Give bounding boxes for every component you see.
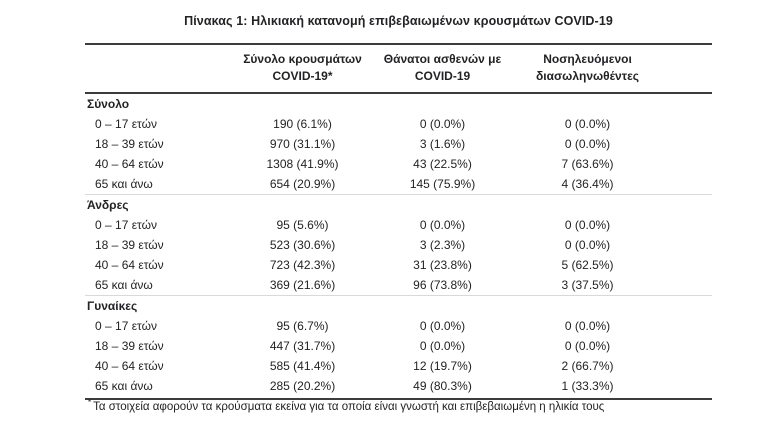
cell-age-group: 0 – 17 ετών xyxy=(95,218,157,232)
table-row: 18 – 39 ετών 447 (31.7%) 0 (0.0%) 0 (0.0… xyxy=(85,336,712,356)
cell-cases: 970 (31.1%) xyxy=(269,137,336,151)
column-header-intubated-line2: διασωληνωθέντες xyxy=(535,69,639,83)
cell-age-group: 18 – 39 ετών xyxy=(95,238,164,252)
cell-intubated: 5 (62.5%) xyxy=(561,258,614,272)
cell-intubated: 4 (36.4%) xyxy=(561,177,614,191)
cell-age-group: 65 και άνω xyxy=(95,379,153,393)
cell-intubated: 3 (37.5%) xyxy=(561,278,614,292)
cell-age-group: 18 – 39 ετών xyxy=(95,339,164,353)
cell-age-group: 65 και άνω xyxy=(95,177,153,191)
section-men: Άνδρες 0 – 17 ετών 95 (5.6%) 0 (0.0%) 0 … xyxy=(85,194,712,295)
cell-intubated: 7 (63.6%) xyxy=(561,157,614,171)
table-row: 0 – 17 ετών 190 (6.1%) 0 (0.0%) 0 (0.0%) xyxy=(85,114,712,134)
table-header-row: Σύνολο κρουσμάτων COVID-19* Θάνατοι ασθε… xyxy=(85,45,712,94)
cell-cases: 95 (6.7%) xyxy=(276,319,329,333)
cell-intubated: 0 (0.0%) xyxy=(564,339,611,353)
cell-deaths: 31 (23.8%) xyxy=(413,258,472,272)
table-row: 40 – 64 ετών 1308 (41.9%) 43 (22.5%) 7 (… xyxy=(85,154,712,174)
table-row: 40 – 64 ετών 723 (42.3%) 31 (23.8%) 5 (6… xyxy=(85,255,712,275)
cell-intubated: 0 (0.0%) xyxy=(564,218,611,232)
cell-cases: 285 (20.2%) xyxy=(269,379,336,393)
cell-intubated: 0 (0.0%) xyxy=(564,238,611,252)
cell-deaths: 43 (22.5%) xyxy=(413,157,472,171)
table-title: Πίνακας 1: Ηλικιακή κατανομή επιβεβαιωμέ… xyxy=(184,14,613,28)
table-row: 18 – 39 ετών 523 (30.6%) 3 (2.3%) 0 (0.0… xyxy=(85,235,712,255)
cell-deaths: 0 (0.0%) xyxy=(419,339,466,353)
cell-cases: 95 (5.6%) xyxy=(276,218,329,232)
footnote-asterisk: * xyxy=(88,398,92,407)
column-header-deaths-line1: Θάνατοι ασθενών με xyxy=(383,52,502,66)
cell-deaths: 3 (1.6%) xyxy=(419,137,466,151)
section-total: Σύνολο 0 – 17 ετών 190 (6.1%) 0 (0.0%) 0… xyxy=(85,94,712,194)
table-row: 65 και άνω 369 (21.6%) 96 (73.8%) 3 (37.… xyxy=(85,275,712,295)
table-row: 65 και άνω 285 (20.2%) 49 (80.3%) 1 (33.… xyxy=(85,376,712,396)
cell-age-group: 65 και άνω xyxy=(95,278,153,292)
cell-age-group: 0 – 17 ετών xyxy=(95,319,157,333)
section-women: Γυναίκες 0 – 17 ετών 95 (6.7%) 0 (0.0%) … xyxy=(85,295,712,396)
cell-cases: 654 (20.9%) xyxy=(269,177,336,191)
section-label: Σύνολο xyxy=(87,97,130,111)
footnote-text: Τα στοιχεία αφορούν τα κρούσματα εκείνα … xyxy=(93,400,605,413)
cell-deaths: 3 (2.3%) xyxy=(419,238,466,252)
cell-intubated: 1 (33.3%) xyxy=(561,379,614,393)
cell-intubated: 0 (0.0%) xyxy=(564,137,611,151)
cell-deaths: 49 (80.3%) xyxy=(413,379,472,393)
table-row: 0 – 17 ετών 95 (5.6%) 0 (0.0%) 0 (0.0%) xyxy=(85,215,712,235)
section-label: Γυναίκες xyxy=(87,299,138,313)
cell-deaths: 96 (73.8%) xyxy=(413,278,472,292)
cell-cases: 369 (21.6%) xyxy=(269,278,336,292)
cell-intubated: 0 (0.0%) xyxy=(564,319,611,333)
column-header-deaths-line2: COVID-19 xyxy=(414,69,471,83)
cell-deaths: 0 (0.0%) xyxy=(419,319,466,333)
cell-intubated: 0 (0.0%) xyxy=(564,117,611,131)
column-header-deaths: Θάνατοι ασθενών με COVID-19 xyxy=(370,51,515,85)
cell-deaths: 0 (0.0%) xyxy=(419,117,466,131)
cell-cases: 190 (6.1%) xyxy=(273,117,332,131)
column-header-intubated: Νοσηλευόμενοι διασωληνωθέντες xyxy=(515,51,660,85)
cell-age-group: 18 – 39 ετών xyxy=(95,137,164,151)
section-label: Άνδρες xyxy=(87,198,129,212)
cell-age-group: 40 – 64 ετών xyxy=(95,359,164,373)
cell-age-group: 40 – 64 ετών xyxy=(95,258,164,272)
cell-age-group: 40 – 64 ετών xyxy=(95,157,164,171)
cell-cases: 523 (30.6%) xyxy=(269,238,336,252)
covid-age-table: Σύνολο κρουσμάτων COVID-19* Θάνατοι ασθε… xyxy=(85,43,712,400)
cell-cases: 723 (42.3%) xyxy=(269,258,336,272)
column-header-cases-line2: COVID-19* xyxy=(272,69,333,83)
column-header-intubated-line1: Νοσηλευόμενοι xyxy=(543,52,632,66)
cell-deaths: 0 (0.0%) xyxy=(419,218,466,232)
column-header-cases-line1: Σύνολο κρουσμάτων xyxy=(243,52,362,66)
cell-age-group: 0 – 17 ετών xyxy=(95,117,157,131)
cell-cases: 1308 (41.9%) xyxy=(266,157,339,171)
table-row: 18 – 39 ετών 970 (31.1%) 3 (1.6%) 0 (0.0… xyxy=(85,134,712,154)
column-header-cases: Σύνολο κρουσμάτων COVID-19* xyxy=(235,51,370,85)
cell-deaths: 145 (75.9%) xyxy=(409,177,476,191)
table-row: 65 και άνω 654 (20.9%) 145 (75.9%) 4 (36… xyxy=(85,174,712,194)
table-row: 40 – 64 ετών 585 (41.4%) 12 (19.7%) 2 (6… xyxy=(85,356,712,376)
cell-cases: 585 (41.4%) xyxy=(269,359,336,373)
cell-cases: 447 (31.7%) xyxy=(269,339,336,353)
cell-deaths: 12 (19.7%) xyxy=(413,359,472,373)
footnote: * Τα στοιχεία αφορούν τα κρούσματα εκείνα… xyxy=(88,398,604,413)
table-row: 0 – 17 ετών 95 (6.7%) 0 (0.0%) 0 (0.0%) xyxy=(85,316,712,336)
cell-intubated: 2 (66.7%) xyxy=(561,359,614,373)
